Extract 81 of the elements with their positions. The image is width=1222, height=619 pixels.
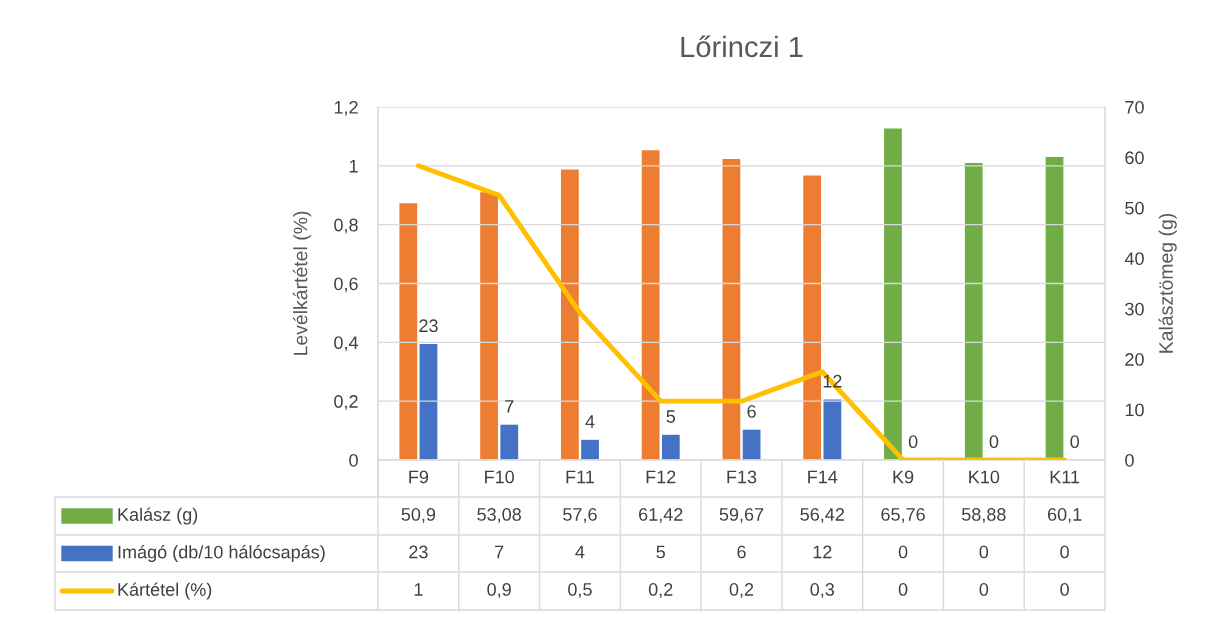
y2-tick-label: 30 — [1125, 302, 1144, 316]
data-label: 56,42 — [800, 508, 844, 523]
data-label: 58,88 — [961, 508, 1006, 523]
data-label: 5 — [656, 545, 665, 559]
bar — [661, 434, 680, 460]
data-label: 53,08 — [477, 508, 521, 523]
data-label: 12 — [813, 545, 832, 559]
data-label: 7 — [495, 545, 504, 559]
text: 0 — [908, 435, 918, 449]
x-tick-label: K10 — [969, 470, 1000, 484]
text: 6 — [747, 405, 756, 418]
bar — [399, 203, 418, 460]
y2-tick-label: 50 — [1125, 201, 1144, 215]
x-tick-label: F9 — [409, 470, 429, 484]
y-tick-label: 0 — [349, 453, 358, 467]
y-tick-label: 0,4 — [334, 336, 359, 352]
y2-tick-label: 0 — [1125, 453, 1134, 467]
y2-tick-label: 70 — [1125, 100, 1144, 114]
y2-tick-label: 60 — [1125, 151, 1144, 165]
x-tick-label: F11 — [566, 470, 594, 484]
data-label: 0,5 — [568, 583, 592, 598]
y-tick-label: 1 — [349, 159, 358, 173]
data-label: 59,67 — [719, 508, 764, 523]
data-label: 0,2 — [648, 583, 673, 598]
bar — [1045, 156, 1064, 460]
x-tick-label: K11 — [1050, 470, 1080, 484]
bar — [500, 424, 519, 460]
bar — [641, 150, 660, 460]
data-label: 60,1 — [1047, 508, 1082, 523]
data-label: 0 — [979, 583, 989, 596]
data-label: 61,42 — [639, 508, 683, 523]
x-tick-label: F13 — [727, 470, 757, 484]
data-label: 0 — [898, 583, 908, 596]
data-label: 50,9 — [401, 508, 436, 523]
legend-label: Imágó (db/10 hálócsapás) — [118, 544, 325, 563]
data-label: 0 — [1060, 583, 1069, 596]
data-label: 0 — [979, 545, 989, 559]
data-label: 4 — [575, 545, 585, 559]
y2-tick-label: 40 — [1124, 252, 1144, 266]
legend-label: Kártétel (%) — [118, 582, 212, 600]
y-axis-title: Levélkártétel (%) — [292, 211, 312, 355]
text: 23 — [419, 319, 438, 333]
y-tick-label: 0,8 — [334, 218, 358, 234]
text: 0 — [989, 435, 999, 449]
text: 5 — [666, 410, 676, 423]
bar — [419, 344, 438, 460]
bar — [581, 439, 599, 460]
bar — [722, 159, 741, 460]
bar — [884, 128, 902, 460]
y2-axis-title: Kalásztömeg (g) — [1158, 213, 1177, 353]
data-label: 23 — [409, 545, 428, 559]
bar — [480, 192, 498, 460]
bar — [742, 429, 761, 460]
bar — [964, 163, 983, 460]
data-label: 6 — [737, 545, 746, 559]
data-label: 0,3 — [810, 583, 835, 598]
text: 7 — [505, 400, 514, 413]
data-label: 0 — [898, 545, 908, 559]
y-tick-label: 0,2 — [334, 395, 358, 411]
data-label: 0 — [1060, 545, 1069, 559]
bar — [560, 169, 579, 460]
data-label: 65,76 — [881, 508, 925, 523]
y2-tick-label: 20 — [1125, 353, 1144, 366]
text: 4 — [585, 415, 595, 428]
data-label: 0,9 — [487, 583, 511, 598]
x-tick-label: F12 — [646, 470, 676, 484]
x-tick-label: F14 — [808, 470, 838, 484]
data-label: 0,2 — [729, 583, 754, 598]
x-tick-label: K9 — [893, 470, 914, 484]
chart-title: Lőrinczi 1 — [681, 35, 803, 58]
text: 0 — [1070, 435, 1080, 449]
bar — [823, 399, 842, 460]
data-label: 1 — [414, 583, 423, 596]
bar — [803, 175, 822, 460]
y-tick-label: 1,2 — [334, 100, 358, 116]
line-series — [415, 163, 1068, 460]
y-tick-label: 0,6 — [334, 277, 358, 293]
legend-label: Kalász (g) — [118, 507, 198, 525]
data-label: 57,6 — [563, 508, 597, 523]
x-tick-label: F10 — [485, 470, 515, 484]
y2-tick-label: 10 — [1125, 403, 1144, 417]
